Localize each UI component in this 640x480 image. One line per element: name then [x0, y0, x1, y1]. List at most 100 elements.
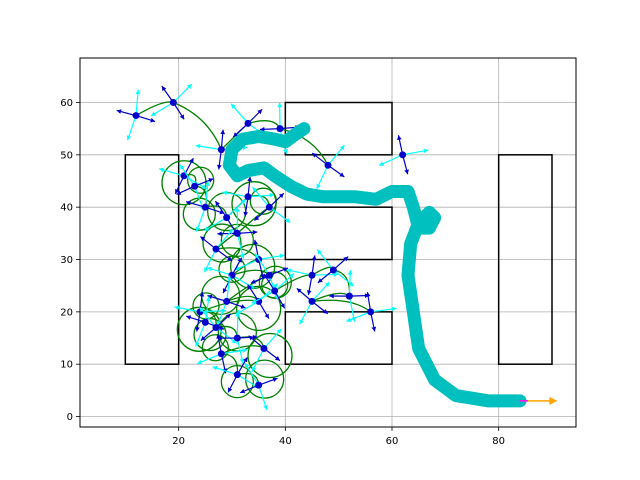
arrow-head — [205, 181, 210, 186]
arrow-head — [280, 303, 285, 309]
tree-branch — [279, 128, 329, 166]
tree-node — [201, 318, 209, 326]
arrow-head — [286, 268, 292, 274]
arrow-head — [116, 109, 122, 114]
arrow-head — [199, 291, 205, 297]
arrow-head — [247, 284, 253, 290]
arrow-head — [195, 341, 200, 347]
obstacle-layer — [124, 101, 553, 365]
tree-node — [244, 193, 252, 201]
arrow-head — [257, 109, 263, 115]
arrow-head — [216, 320, 222, 326]
arrow-head — [248, 335, 254, 341]
arrow-head — [404, 169, 409, 175]
tree-loop — [218, 255, 246, 283]
arrow-head — [346, 317, 352, 322]
arrow-head — [180, 164, 185, 170]
arrow-head — [264, 313, 269, 319]
arrow-head — [240, 388, 246, 394]
tree-node — [132, 112, 140, 120]
arrow-head — [378, 161, 384, 166]
tree-node — [367, 308, 375, 316]
tree-loop — [261, 271, 289, 299]
arrow-head — [231, 338, 237, 344]
arrow-head — [197, 359, 203, 365]
arrow-head — [195, 226, 201, 232]
arrow-head — [278, 193, 284, 199]
arrow-head — [195, 143, 201, 149]
tree-node — [308, 297, 316, 305]
arrow-head — [365, 292, 371, 297]
arrow-head — [204, 226, 210, 231]
arrow-head — [235, 207, 240, 212]
obstacle-rect — [284, 311, 393, 365]
tree-node — [255, 381, 263, 389]
arrow-head — [222, 190, 228, 196]
y-tick-label: 30 — [60, 255, 73, 266]
start-arrow-head — [549, 396, 558, 405]
arrow-head — [316, 183, 321, 189]
arrow-head — [237, 257, 242, 263]
tree-node — [233, 371, 241, 379]
arrow-head — [217, 231, 222, 237]
x-tick-label: 80 — [492, 436, 505, 447]
arrow-head — [322, 309, 328, 314]
tree-node — [244, 119, 252, 127]
arrow-head — [235, 312, 241, 317]
arrow-head — [219, 325, 225, 330]
tree-node — [260, 344, 268, 352]
arrow-head — [272, 283, 278, 289]
arrow-head — [151, 111, 157, 116]
y-tick-label: 20 — [60, 307, 73, 318]
arrow-head — [263, 404, 268, 410]
arrow-head — [253, 239, 258, 245]
tree-loop — [161, 160, 207, 206]
arrow-head — [228, 387, 233, 393]
arrow-head — [200, 335, 206, 341]
arrow-head — [397, 135, 402, 141]
arrow-head — [251, 366, 257, 372]
arrow-head — [135, 89, 141, 95]
y-tick-label: 10 — [60, 360, 73, 371]
arrow-head — [252, 229, 258, 235]
tree-node — [223, 297, 231, 305]
tree-node — [233, 334, 241, 342]
arrow-head — [215, 201, 220, 207]
arrow-head — [179, 114, 185, 120]
arrow-head — [208, 178, 214, 183]
tree-node — [169, 98, 177, 106]
arrow-head — [250, 279, 256, 284]
arrow-head — [317, 249, 322, 255]
arrow-head — [186, 200, 191, 206]
plot-area-frame — [80, 58, 576, 427]
tree-layer — [116, 83, 429, 410]
obstacle-rect — [124, 154, 180, 365]
tree-node — [217, 350, 225, 358]
arrow-head — [423, 148, 429, 154]
arrow-head — [212, 365, 218, 371]
arrow-head — [240, 199, 246, 205]
tree-branch — [311, 299, 372, 313]
arrow-head — [189, 158, 194, 164]
arrow-head — [240, 304, 246, 309]
tree-loop — [187, 166, 215, 194]
arrow-head — [276, 328, 282, 334]
tree-branch — [173, 101, 222, 150]
y-tick-label: 60 — [60, 98, 73, 109]
arrow-head — [225, 313, 231, 319]
arrow-head — [126, 135, 132, 141]
arrow-head — [186, 84, 192, 89]
arrow-head — [296, 288, 302, 294]
arrow-head — [176, 190, 182, 195]
arrow-head — [220, 129, 226, 135]
arrow-head — [299, 319, 304, 325]
arrow-head — [311, 255, 317, 261]
arrow-head — [161, 86, 167, 92]
tree-loop — [202, 223, 242, 263]
arrow-head — [252, 334, 258, 340]
tree-node — [217, 146, 225, 154]
y-tick-label: 40 — [60, 203, 73, 214]
arrow-head — [216, 334, 221, 339]
arrow-head — [231, 103, 236, 109]
